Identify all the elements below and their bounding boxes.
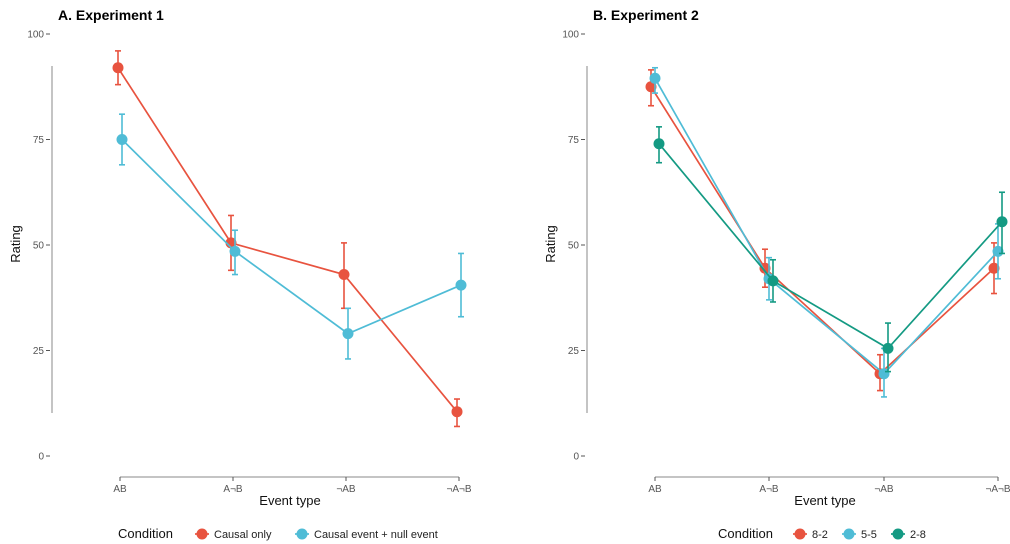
- series-1: [645, 69, 1000, 392]
- series-line: [117, 67, 458, 413]
- series-line: [658, 143, 1003, 350]
- series-line: [121, 138, 462, 335]
- y-tick-label: 25: [568, 346, 580, 357]
- data-point: [988, 262, 1000, 274]
- data-point: [338, 269, 350, 281]
- x-tick-label: AB: [648, 484, 662, 495]
- legend-label: 8-2: [812, 529, 828, 541]
- data-point: [645, 81, 657, 93]
- data-point: [342, 328, 354, 340]
- data-point: [451, 406, 463, 418]
- y-tick-label: 0: [38, 452, 44, 463]
- x-tick-label: ¬AB: [336, 484, 356, 495]
- y-axis-title: Rating: [8, 225, 23, 263]
- series-2: [116, 113, 467, 360]
- y-tick-label: 0: [573, 452, 579, 463]
- data-point: [229, 245, 241, 257]
- legend: Condition 8-2 5-5 2-8: [718, 526, 926, 541]
- legend-key-point: [843, 528, 855, 540]
- y-tick-label: 50: [33, 241, 45, 252]
- y-tick-label: 75: [33, 135, 45, 146]
- series-2: [649, 66, 1004, 398]
- legend-key-point: [794, 528, 806, 540]
- x-axis-title: Event type: [259, 493, 320, 508]
- legend-label: Causal only: [214, 529, 272, 541]
- legend-key-point: [892, 528, 904, 540]
- series-line: [650, 86, 995, 375]
- data-point: [649, 72, 661, 84]
- y-axis-title: Rating: [543, 225, 558, 263]
- legend-label: 2-8: [910, 529, 926, 541]
- data-point: [882, 342, 894, 354]
- x-tick-label: AB: [113, 484, 127, 495]
- data-point: [116, 134, 128, 145]
- chart-title: A. Experiment 1: [58, 7, 164, 23]
- chart-panel-2: B. Experiment 2 0 25 50 75 100 AB A¬B ¬AB ¬A¬B Eve…: [543, 7, 1010, 541]
- legend-key-point: [296, 528, 308, 540]
- chart-title: B. Experiment 2: [593, 7, 699, 23]
- legend-title: Condition: [718, 526, 773, 541]
- data-point: [455, 279, 467, 291]
- y-tick-label: 50: [568, 241, 580, 252]
- legend-title: Condition: [118, 526, 173, 541]
- series-1: [112, 50, 463, 428]
- legend-label: Causal event + null event: [314, 529, 438, 541]
- data-point: [767, 275, 779, 287]
- data-point: [653, 138, 665, 150]
- legend-label: 5-5: [861, 529, 877, 541]
- data-point: [996, 216, 1008, 228]
- series-3: [653, 126, 1008, 373]
- y-tick-label: 100: [562, 30, 579, 41]
- x-axis-title: Event type: [794, 493, 855, 508]
- y-tick-label: 100: [27, 30, 44, 41]
- chart-panel-1: A. Experiment 1 0 25 50 75 100 AB A¬B ¬AB ¬A¬B Eve…: [8, 7, 472, 541]
- x-tick-label: A¬B: [223, 484, 243, 495]
- y-tick-label: 75: [568, 135, 580, 146]
- y-tick-label: 25: [33, 346, 45, 357]
- x-tick-label: ¬AB: [874, 484, 894, 495]
- x-tick-label: A¬B: [759, 484, 779, 495]
- legend: Condition Causal only Causal event + null …: [118, 526, 438, 541]
- legend-key-point: [196, 528, 208, 540]
- data-point: [112, 62, 124, 74]
- x-tick-label: ¬A¬B: [985, 484, 1010, 495]
- series-line: [654, 77, 999, 375]
- x-tick-label: ¬A¬B: [446, 484, 471, 495]
